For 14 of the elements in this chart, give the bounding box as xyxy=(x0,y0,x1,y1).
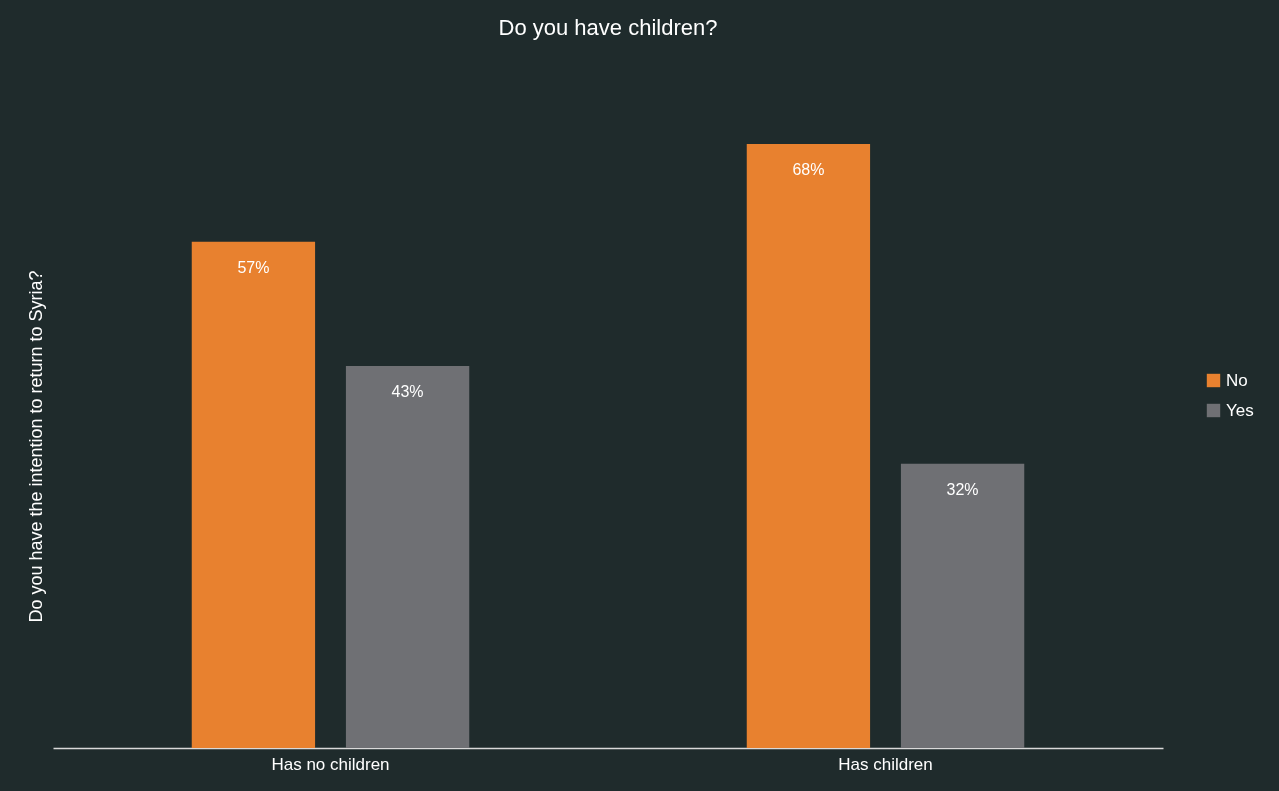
x-tick-label: Has no children xyxy=(271,754,390,774)
data-label: 43% xyxy=(391,383,424,401)
bar xyxy=(746,144,871,748)
bar xyxy=(191,241,316,748)
y-axis-title: Do you have the intention to return to Syria? xyxy=(25,270,46,623)
legend-label: Yes xyxy=(1226,400,1254,420)
legend-label: No xyxy=(1226,370,1248,390)
data-label: 57% xyxy=(237,258,270,276)
x-tick-label: Has children xyxy=(838,754,933,774)
bar xyxy=(345,366,470,748)
data-label: 32% xyxy=(946,480,979,498)
chart-title: Do you have children? xyxy=(498,15,718,40)
bar xyxy=(900,463,1025,748)
data-label: 68% xyxy=(792,161,825,178)
